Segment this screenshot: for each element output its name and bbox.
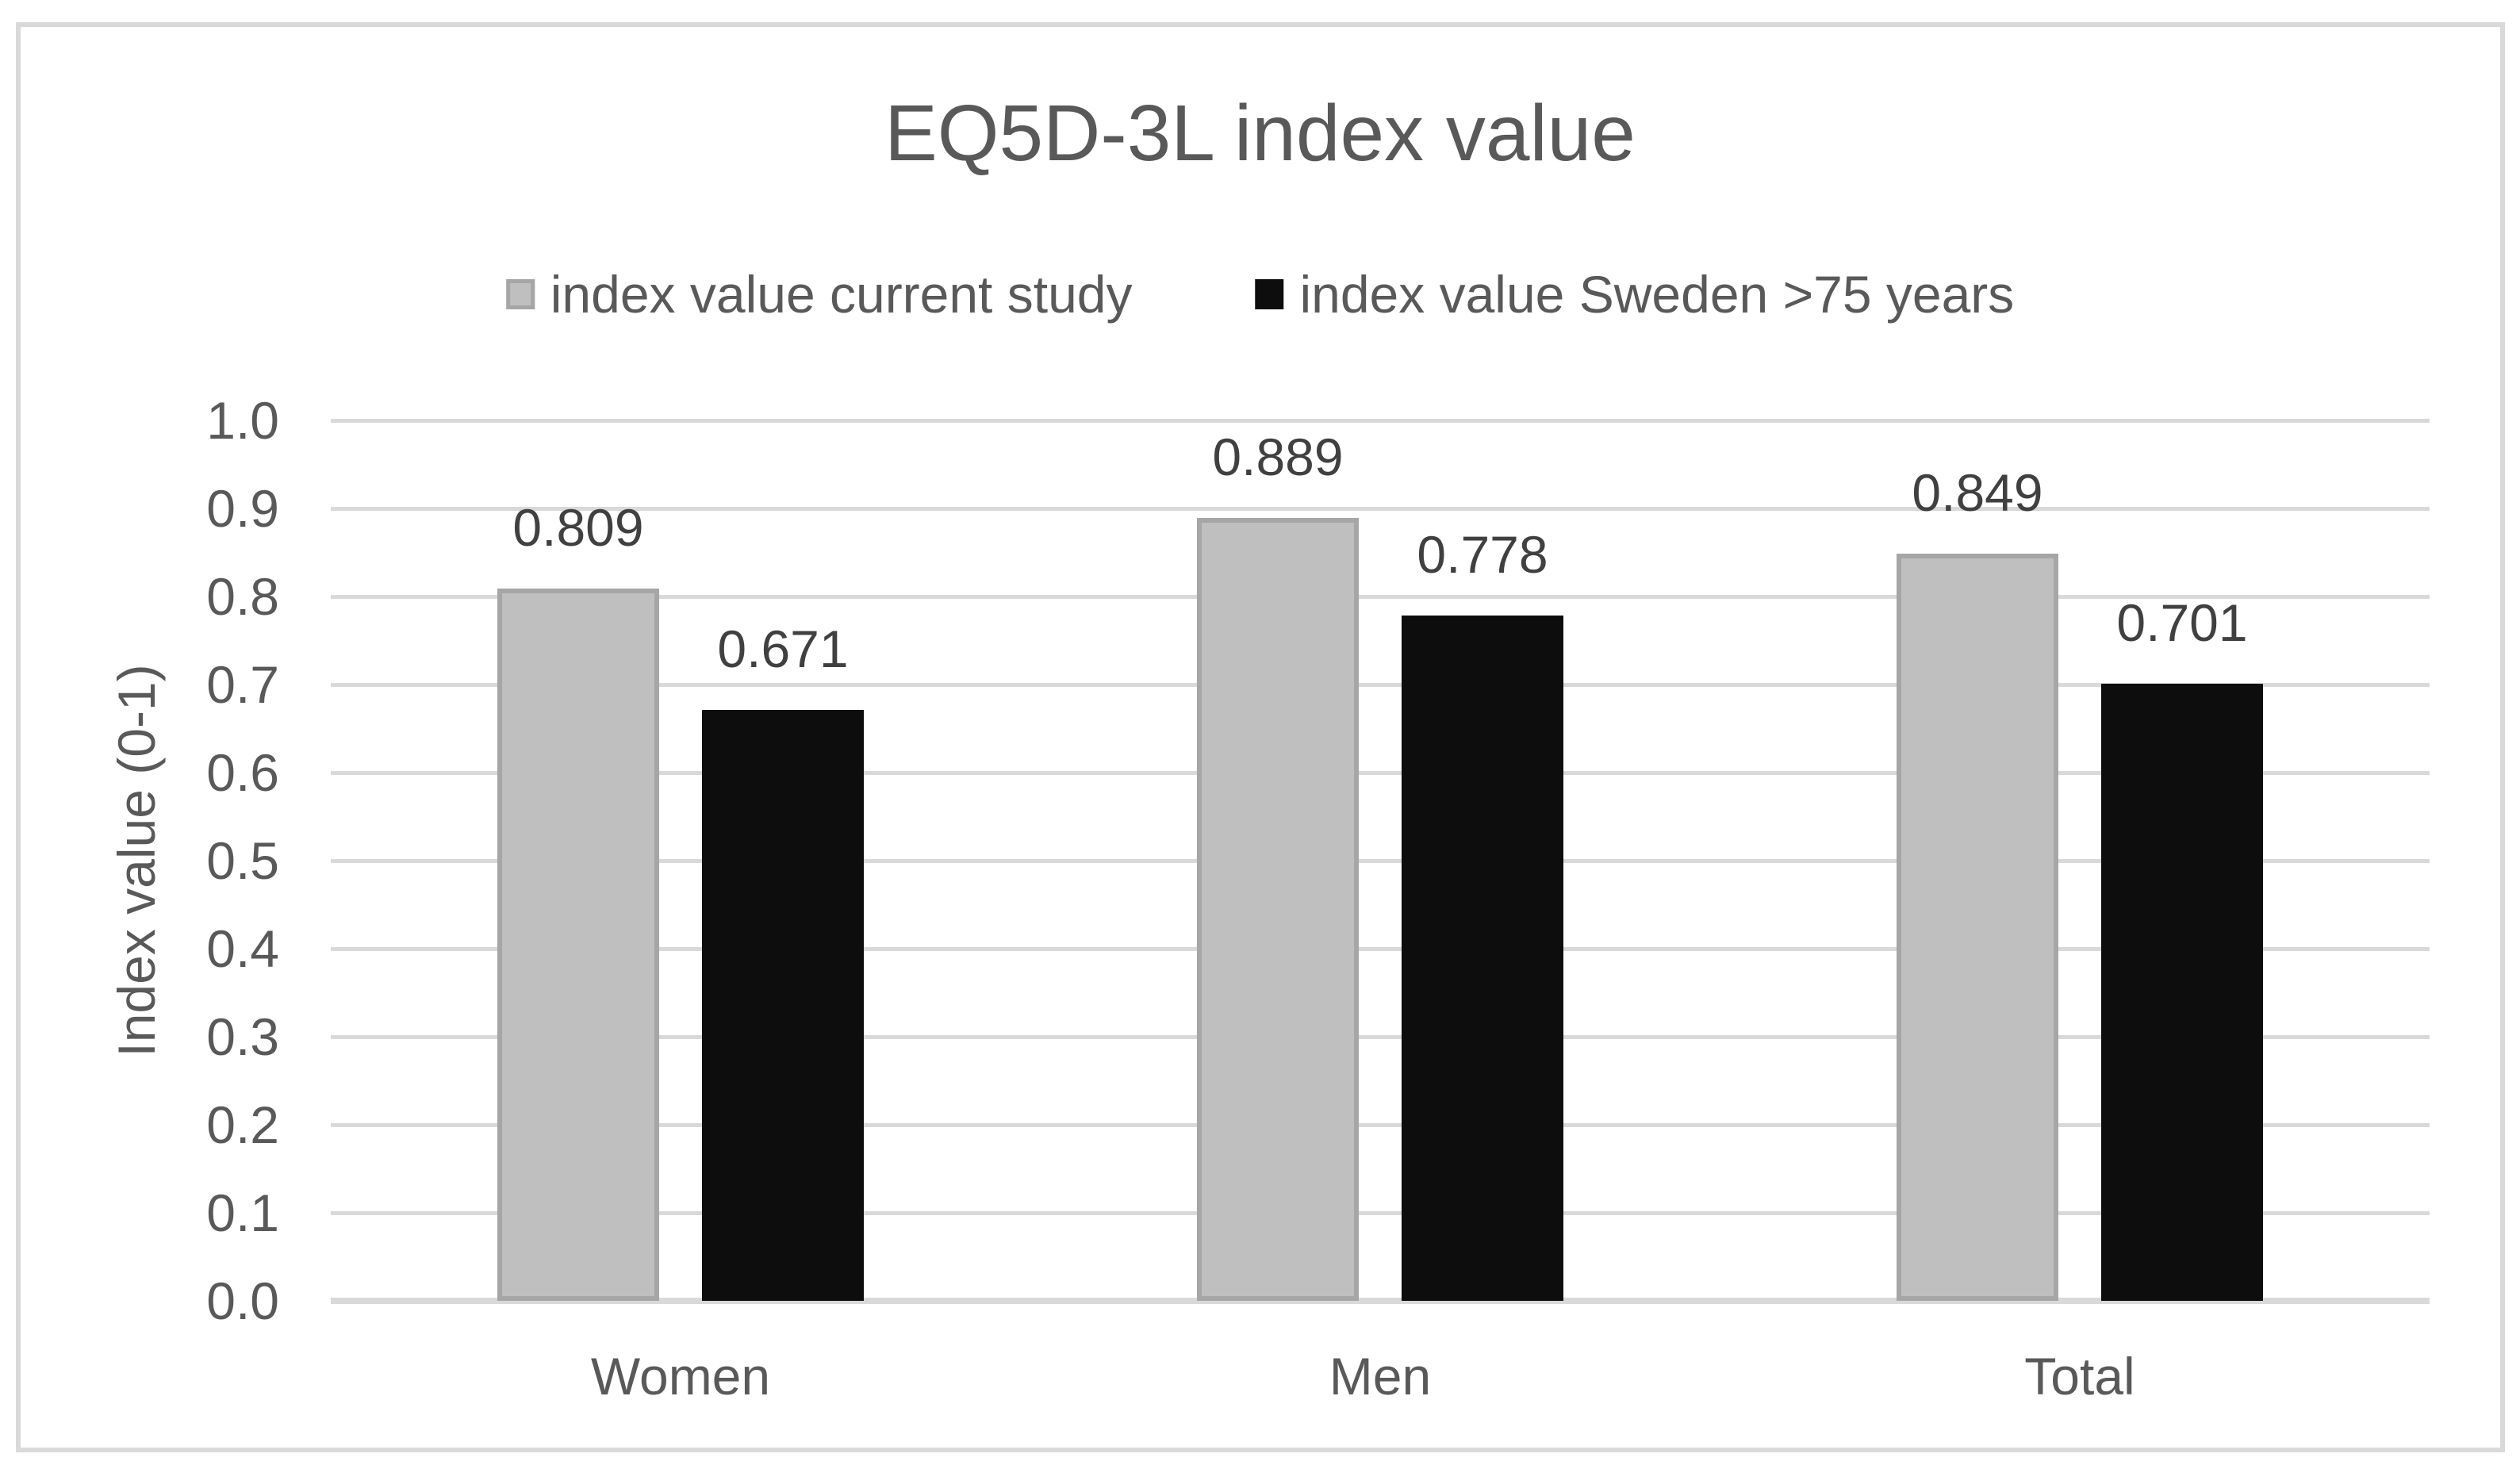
legend-item: index value current study: [505, 265, 1133, 324]
bar-value-label: 0.701: [2116, 593, 2248, 652]
gridline: [331, 594, 2430, 599]
x-category-label: Women: [590, 1347, 771, 1406]
legend-swatch-icon: [505, 279, 535, 309]
y-tick-label: 0.4: [206, 919, 279, 978]
legend: index value current study index value Swe…: [505, 265, 2014, 324]
bar-value-label: 0.778: [1417, 525, 1548, 584]
legend-item: index value Sweden >75 years: [1255, 268, 2014, 320]
legend-swatch-icon: [1255, 279, 1284, 309]
chart-title: EQ5D-3L index value: [884, 89, 1636, 178]
gridline: [331, 506, 2430, 511]
gridline: [331, 1034, 2430, 1039]
bar-value-label: 0.809: [512, 498, 644, 557]
legend-label: index value Sweden >75 years: [1299, 265, 2015, 324]
x-axis-line: [331, 1298, 2430, 1304]
x-category-label: Men: [1329, 1347, 1432, 1406]
y-tick-label: 0.7: [206, 655, 279, 714]
y-tick-label: 0.5: [206, 831, 279, 890]
bar-value-label: 0.671: [717, 619, 849, 678]
y-tick-label: 0.9: [206, 479, 279, 538]
y-tick-label: 0.6: [206, 743, 279, 802]
bar-value-label: 0.849: [1912, 463, 2043, 522]
gridline: [331, 770, 2430, 775]
x-category-label: Total: [2024, 1347, 2135, 1406]
gridline: [331, 1122, 2430, 1127]
gridline: [331, 946, 2430, 951]
bar-women-series-2: [702, 710, 864, 1301]
bar-men-series-2: [1402, 616, 1563, 1301]
y-tick-label: 0.0: [206, 1271, 279, 1330]
gridline: [331, 418, 2430, 423]
bar-women-series-1: [497, 589, 659, 1301]
bar-value-label: 0.889: [1212, 428, 1344, 486]
legend-label: index value current study: [550, 265, 1133, 324]
gridline: [331, 1210, 2430, 1215]
y-tick-label: 0.2: [206, 1095, 279, 1154]
gridline: [331, 682, 2430, 687]
bar-total-series-1: [1897, 554, 2058, 1301]
y-tick-label: 1.0: [206, 391, 279, 450]
gridline: [331, 858, 2430, 863]
bar-men-series-1: [1197, 518, 1359, 1301]
y-tick-label: 0.8: [206, 567, 279, 626]
y-tick-label: 0.1: [206, 1183, 279, 1242]
bar-total-series-2: [2101, 684, 2263, 1301]
y-tick-label: 0.3: [206, 1007, 279, 1066]
